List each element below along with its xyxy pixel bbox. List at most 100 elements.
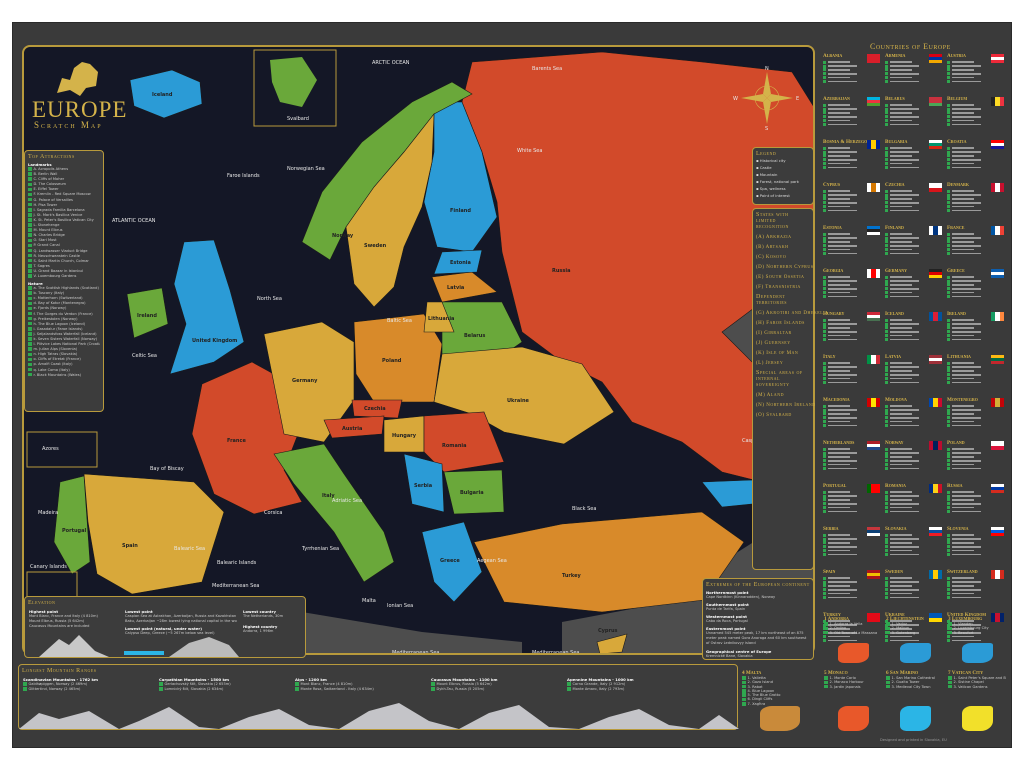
landmark-checkbox-row[interactable] xyxy=(947,510,981,513)
landmark-checkbox-row[interactable] xyxy=(947,123,981,126)
checkbox-icon[interactable] xyxy=(28,253,32,258)
landmark-checkbox-row[interactable] xyxy=(823,68,850,71)
landmark-checkbox-row[interactable] xyxy=(947,283,974,286)
landmark-checkbox-row[interactable] xyxy=(885,326,912,329)
landmark-checkbox-row[interactable] xyxy=(823,463,850,466)
landmark-checkbox-row[interactable] xyxy=(885,412,912,415)
landmark-checkbox-row[interactable] xyxy=(823,381,857,384)
checkbox-icon[interactable] xyxy=(295,687,299,691)
checkbox-icon[interactable] xyxy=(28,367,32,372)
country-entry[interactable]: Iceland xyxy=(884,310,944,353)
landmark-checkbox-row[interactable] xyxy=(885,80,919,83)
checkbox-icon[interactable] xyxy=(28,243,32,248)
landmark-checkbox-row[interactable] xyxy=(885,119,912,122)
landmark-checkbox-row[interactable] xyxy=(947,287,981,290)
checkbox-icon[interactable] xyxy=(28,311,32,316)
landmark-checkbox-row[interactable] xyxy=(947,447,974,451)
landmark-checkbox-row[interactable] xyxy=(885,236,919,240)
landmark-checkbox-row[interactable] xyxy=(823,494,857,498)
landmark-checkbox-row[interactable] xyxy=(947,537,981,541)
landmark-checkbox-row[interactable] xyxy=(947,588,981,591)
landmark-checkbox-row[interactable] xyxy=(947,158,981,161)
landmark-checkbox-row[interactable] xyxy=(823,447,850,451)
landmark-checkbox-row[interactable] xyxy=(885,201,919,204)
landmark-checkbox-row[interactable] xyxy=(885,338,919,341)
landmark-checkbox-row[interactable] xyxy=(947,545,981,548)
landmark-checkbox-row[interactable] xyxy=(823,283,850,286)
country-entry[interactable]: Belarus xyxy=(884,95,944,138)
landmark-checkbox-row[interactable] xyxy=(823,248,850,251)
landmark-checkbox-row[interactable] xyxy=(947,76,974,79)
landmark-checkbox-row[interactable] xyxy=(947,365,981,369)
landmark-checkbox-row[interactable] xyxy=(947,369,974,372)
country-entry[interactable]: Switzerland xyxy=(946,568,1006,611)
checkbox-icon[interactable] xyxy=(28,332,32,336)
country-entry[interactable]: Croatia xyxy=(946,138,1006,181)
landmark-checkbox-row[interactable] xyxy=(947,248,974,251)
landmark-checkbox-row[interactable] xyxy=(947,506,974,509)
landmark-checkbox-row[interactable] xyxy=(885,60,912,64)
landmark-checkbox-row[interactable] xyxy=(823,404,850,408)
country-entry[interactable]: Slovakia xyxy=(884,525,944,568)
landmark-checkbox-row[interactable] xyxy=(823,193,857,197)
checkbox-icon[interactable] xyxy=(824,684,828,689)
landmark-checkbox-row[interactable] xyxy=(823,533,850,537)
landmark-checkbox-row[interactable] xyxy=(823,361,850,365)
checkbox-icon[interactable] xyxy=(567,682,571,686)
landmark-checkbox-row[interactable] xyxy=(823,502,857,505)
microstate-san-marino[interactable]: 6 San Marino 1. San Marino Cathedral 2. Gu… xyxy=(884,668,946,734)
landmark-checkbox-row[interactable] xyxy=(947,107,981,111)
landmark-checkbox-row[interactable] xyxy=(823,154,850,157)
landmark-checkbox-row[interactable] xyxy=(885,424,919,427)
checkbox-icon[interactable] xyxy=(28,202,32,207)
microstate-andorra[interactable]: 1 Andorra 1. Andorra la Vella 2. Ordino 3. … xyxy=(822,614,884,666)
checkbox-icon[interactable] xyxy=(28,291,32,295)
checkbox-icon[interactable] xyxy=(28,228,32,232)
landmark-checkbox-row[interactable] xyxy=(823,197,850,200)
landmark-checkbox-row[interactable] xyxy=(885,150,919,154)
landmark-checkbox-row[interactable] xyxy=(947,72,981,75)
landmark-checkbox-row[interactable] xyxy=(885,369,912,372)
landmark-checkbox-row[interactable] xyxy=(885,533,912,537)
landmark-checkbox-row[interactable] xyxy=(823,236,857,240)
checkbox-icon[interactable] xyxy=(28,192,32,197)
landmark-checkbox-row[interactable] xyxy=(947,541,974,544)
checkbox-icon[interactable] xyxy=(28,167,32,171)
landmark-checkbox-row[interactable] xyxy=(823,103,850,107)
landmark-checkbox-row[interactable] xyxy=(947,205,974,208)
microstate-luxembourg[interactable]: 3 Luxembourg 1. Vianden 2. Luxembourg City… xyxy=(946,614,1008,666)
landmark-checkbox-row[interactable] xyxy=(947,416,981,419)
checkbox-icon[interactable] xyxy=(28,286,32,290)
landmark-checkbox-row[interactable] xyxy=(885,541,912,544)
landmark-checkbox-row[interactable] xyxy=(823,123,857,126)
checkbox-icon[interactable] xyxy=(28,177,32,181)
landmark-checkbox-row[interactable] xyxy=(947,197,974,200)
landmark-checkbox-row[interactable] xyxy=(885,252,919,255)
landmark-checkbox-row[interactable] xyxy=(823,408,857,412)
landmark-checkbox-row[interactable] xyxy=(823,506,850,509)
landmark-checkbox-row[interactable] xyxy=(885,283,912,286)
landmark-checkbox-row[interactable] xyxy=(947,494,981,498)
landmark-checkbox-row[interactable] xyxy=(947,424,981,427)
landmark-checkbox-row[interactable] xyxy=(947,119,974,122)
landmark-checkbox-row[interactable] xyxy=(823,365,857,369)
checkbox-icon[interactable] xyxy=(28,182,32,187)
landmark-checkbox-row[interactable] xyxy=(885,404,912,408)
checkbox-icon[interactable] xyxy=(886,630,890,635)
landmark-checkbox-row[interactable] xyxy=(823,275,850,279)
country-entry[interactable]: Italy xyxy=(822,353,882,396)
landmark-checkbox-row[interactable] xyxy=(885,447,912,451)
landmark-checkbox-row[interactable] xyxy=(885,537,919,541)
checkbox-icon[interactable] xyxy=(431,682,435,686)
landmark-checkbox-row[interactable] xyxy=(823,209,857,212)
landmark-checkbox-row[interactable] xyxy=(885,232,912,236)
landmark-checkbox-row[interactable] xyxy=(823,619,850,623)
landmark-checkbox-row[interactable] xyxy=(885,596,919,599)
landmark-checkbox-row[interactable] xyxy=(823,537,857,541)
checkbox-icon[interactable] xyxy=(824,622,828,626)
landmark-checkbox-row[interactable] xyxy=(885,115,919,118)
landmark-checkbox-row[interactable] xyxy=(947,201,981,204)
landmark-checkbox-row[interactable] xyxy=(823,338,857,341)
landmark-checkbox-row[interactable] xyxy=(823,498,850,501)
landmark-checkbox-row[interactable] xyxy=(823,576,850,580)
